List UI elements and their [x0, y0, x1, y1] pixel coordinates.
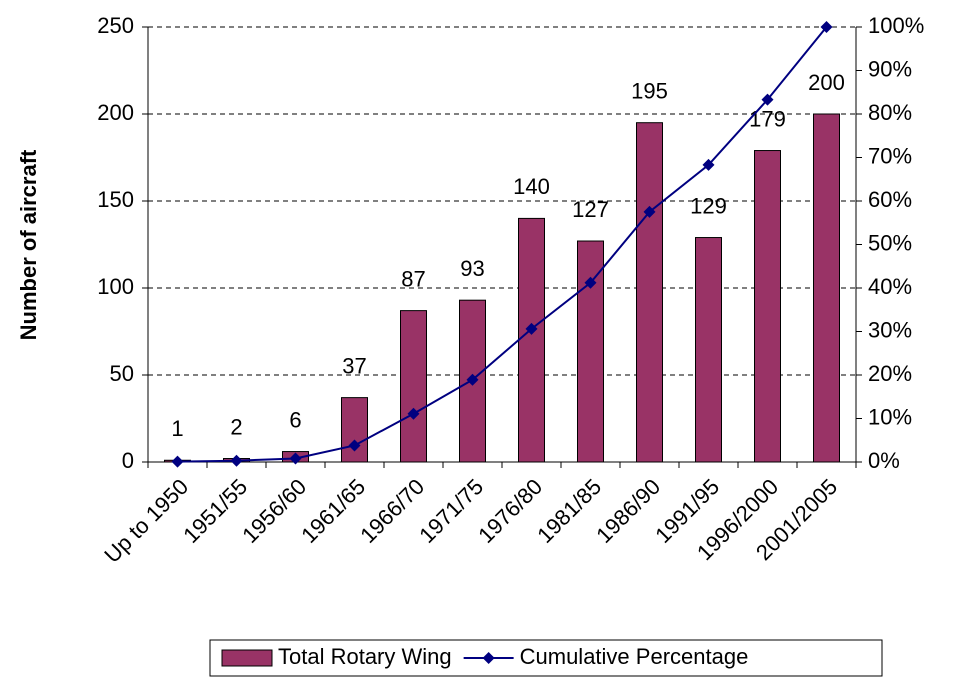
y-tick-label: 50 [110, 361, 134, 386]
x-tick-label: 1971/75 [414, 474, 488, 548]
data-label: 37 [342, 353, 366, 378]
y2-tick-label: 60% [868, 187, 912, 212]
data-label: 200 [808, 70, 845, 95]
y-tick-label: 200 [97, 100, 134, 125]
marker [584, 276, 597, 289]
y-tick-label: 250 [97, 13, 134, 38]
y2-tick-label: 0% [868, 448, 900, 473]
bar [636, 122, 663, 463]
legend: Total Rotary Wing Cumulative Percentage [209, 639, 883, 677]
data-label: 195 [631, 79, 668, 104]
legend-label: Cumulative Percentage [520, 644, 749, 669]
y2-tick-label: 80% [868, 100, 912, 125]
legend-box [209, 639, 883, 677]
x-tick-label: 1961/65 [296, 474, 370, 548]
y2-tick-label: 50% [868, 230, 912, 255]
data-label: 129 [690, 193, 727, 218]
y-axis-label: Number of aircraft [16, 149, 41, 340]
data-label: 127 [572, 197, 609, 222]
marker [289, 452, 302, 465]
line [177, 26, 828, 463]
x-tick-label: 1981/85 [532, 474, 606, 548]
data-label: 2 [230, 414, 242, 439]
marker [171, 455, 184, 468]
marker [230, 454, 243, 467]
x-tick-label: Up to 1950 [99, 474, 193, 568]
x-tick-label: 1951/55 [178, 474, 252, 548]
data-label: 93 [460, 256, 484, 281]
y2-tick-label: 70% [868, 143, 912, 168]
bar [518, 217, 545, 463]
y2-tick-label: 10% [868, 404, 912, 429]
y2-tick-label: 100% [868, 13, 924, 38]
y2-tick-label: 20% [868, 361, 912, 386]
data-label: 1 [171, 416, 183, 441]
x-tick-label: 1976/80 [473, 474, 547, 548]
data-label: 6 [289, 407, 301, 432]
y-tick-label: 150 [97, 187, 134, 212]
bar [754, 150, 781, 463]
data-label: 179 [749, 106, 786, 131]
bar [813, 113, 840, 463]
legend-swatch [221, 649, 273, 667]
y2-tick-label: 90% [868, 56, 912, 81]
marker [466, 373, 479, 386]
marker [643, 205, 656, 218]
y-tick-label: 100 [97, 274, 134, 299]
marker [525, 322, 538, 335]
marker [702, 158, 715, 171]
data-label: 140 [513, 174, 550, 199]
bar [400, 310, 427, 463]
x-tick-label: 1966/70 [355, 474, 429, 548]
marker [761, 93, 774, 106]
bar [341, 397, 368, 463]
marker [407, 407, 420, 420]
y-tick-label: 0 [122, 448, 134, 473]
legend-label: Total Rotary Wing [278, 644, 452, 669]
x-tick-label: 1986/90 [591, 474, 665, 548]
bar [577, 240, 604, 463]
y2-tick-label: 30% [868, 317, 912, 342]
bar [695, 237, 722, 463]
x-tick-label: 1956/60 [237, 474, 311, 548]
legend-marker [482, 652, 495, 664]
marker [820, 21, 833, 33]
data-label: 87 [401, 266, 425, 291]
y2-tick-label: 40% [868, 274, 912, 299]
marker [348, 439, 361, 452]
